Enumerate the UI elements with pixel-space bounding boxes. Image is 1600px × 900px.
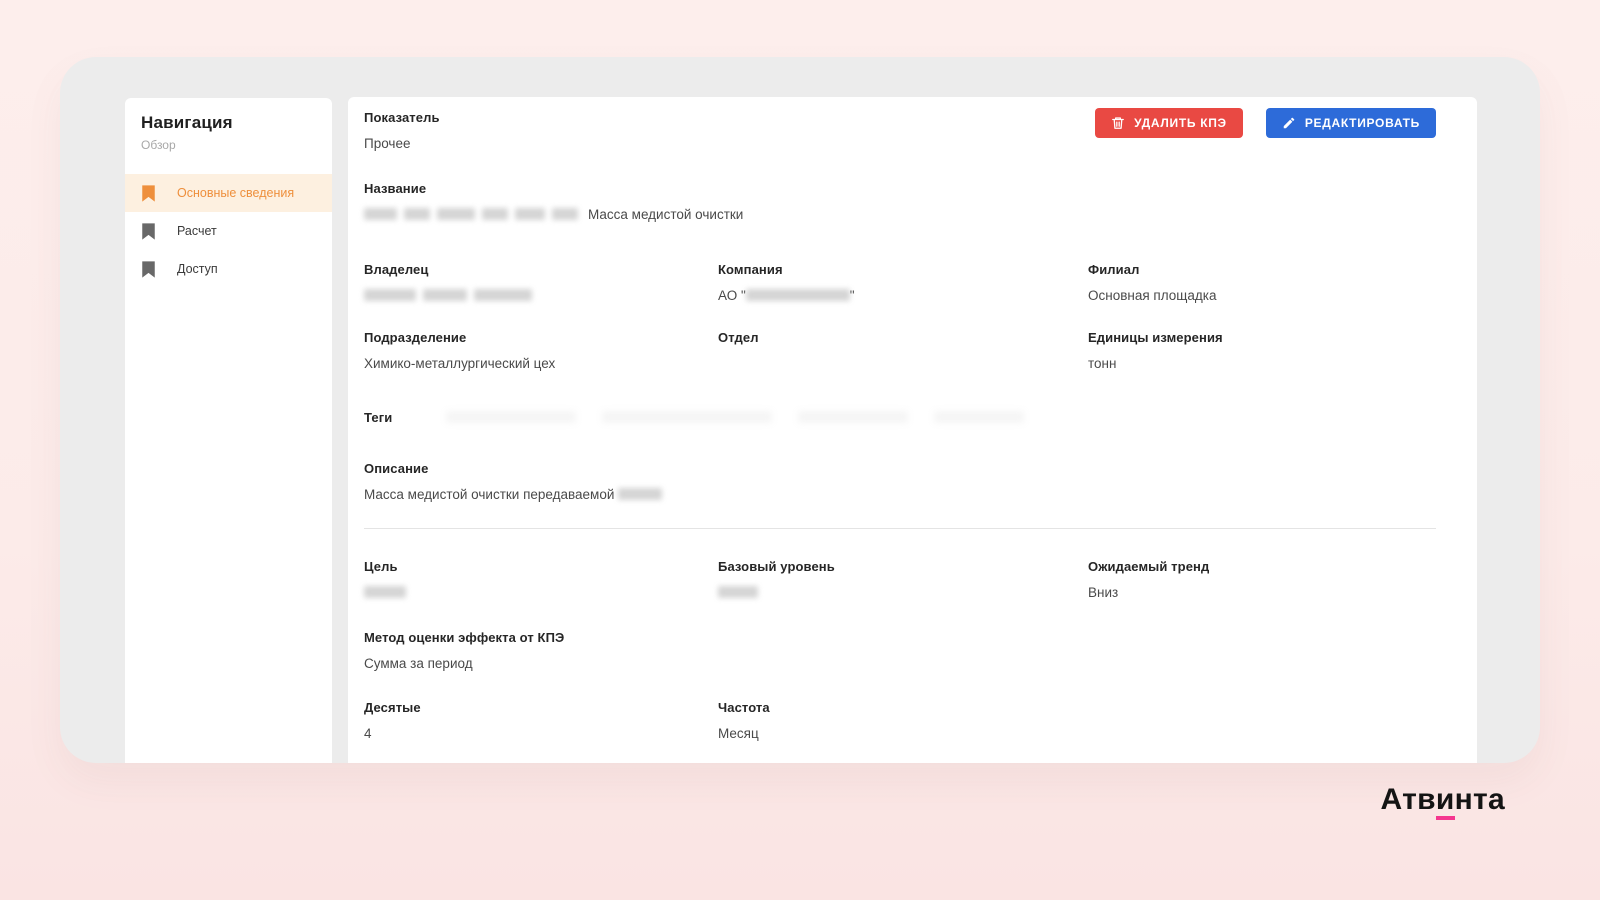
field-label: Отдел — [718, 330, 759, 345]
field-owner: Владелец — [364, 262, 718, 305]
field-value: Прочее — [364, 136, 411, 151]
field-label: Цель — [364, 559, 398, 574]
bookmark-icon — [142, 260, 155, 278]
name-visible-text: Масса медистой очистки — [588, 207, 744, 222]
sidebar-item-label: Доступ — [177, 262, 218, 276]
sidebar-nav: Основные сведения Расчет Доступ — [125, 174, 332, 288]
field-label: Показатель — [364, 110, 440, 125]
field-row-division-dept-units: Подразделение Химико-металлургический це… — [364, 330, 1436, 373]
field-indicator: Показатель Прочее — [364, 110, 1436, 153]
sidebar-item-calculation[interactable]: Расчет — [125, 212, 332, 250]
field-label: Компания — [718, 262, 783, 277]
field-value: 4 — [364, 726, 372, 741]
redacted-company-name — [745, 289, 850, 301]
field-label: Описание — [364, 461, 429, 476]
toolbar: УДАЛИТЬ КПЭ РЕДАКТИРОВАТЬ — [1095, 108, 1436, 138]
field-label: Название — [364, 181, 427, 196]
field-goal: Цель — [364, 559, 718, 602]
field-company: Компания АО " " — [718, 262, 1088, 305]
field-label: Подразделение — [364, 330, 467, 345]
field-label: Ожидаемый тренд — [1088, 559, 1210, 574]
pencil-icon — [1283, 117, 1295, 129]
bookmark-icon — [142, 184, 155, 202]
field-value: тонн — [1088, 356, 1117, 371]
company-prefix: АО " — [718, 288, 746, 303]
atvinta-logo: Атвинта — [1380, 783, 1505, 820]
sidebar-item-label: Расчет — [177, 224, 217, 238]
trash-icon — [1112, 117, 1124, 129]
redacted-value — [718, 585, 758, 600]
field-department: Отдел — [718, 330, 1088, 373]
field-label: Филиал — [1088, 262, 1140, 277]
company-suffix: " — [849, 288, 855, 303]
field-units: Единицы измерения тонн — [1088, 330, 1436, 373]
field-value: Масса медистой очистки — [364, 207, 743, 222]
field-label: Частота — [718, 700, 770, 715]
section-divider — [364, 528, 1436, 529]
field-name: Название Масса медистой очистки — [364, 181, 1436, 224]
redacted-code — [364, 208, 578, 220]
sidebar-subtitle: Обзор — [141, 138, 176, 152]
field-value: АО " " — [718, 288, 855, 303]
edit-label: РЕДАКТИРОВАТЬ — [1304, 116, 1420, 130]
edit-button[interactable]: РЕДАКТИРОВАТЬ — [1265, 108, 1436, 138]
delete-kpi-label: УДАЛИТЬ КПЭ — [1134, 116, 1227, 130]
sidebar-item-main-info[interactable]: Основные сведения — [125, 174, 332, 212]
field-row-owner-company-branch: Владелец Компания АО " " Филиал Основная … — [364, 262, 1436, 305]
sidebar-item-label: Основные сведения — [177, 186, 295, 200]
field-label: Единицы измерения — [1088, 330, 1223, 345]
field-label: Десятые — [364, 700, 421, 715]
field-tags: Теги — [364, 410, 1436, 425]
field-row-goal-base-trend: Цель Базовый уровень Ожидаемый тренд Вни… — [364, 559, 1436, 602]
field-label: Владелец — [364, 262, 429, 277]
field-label: Теги — [364, 410, 393, 425]
field-method: Метод оценки эффекта от КПЭ Сумма за пер… — [364, 630, 1436, 673]
logo-underlined-letter: и — [1435, 783, 1455, 820]
field-branch: Филиал Основная площадка — [1088, 262, 1436, 305]
kpi-details-panel: УДАЛИТЬ КПЭ РЕДАКТИРОВАТЬ Показатель Про… — [348, 97, 1477, 763]
logo-text: нта — [1454, 783, 1505, 816]
field-value: Основная площадка — [1088, 288, 1217, 303]
redacted-tags — [446, 411, 1024, 423]
field-division: Подразделение Химико-металлургический це… — [364, 330, 718, 373]
logo-text: Атв — [1380, 783, 1436, 816]
sidebar-header: Навигация Обзор — [125, 98, 332, 165]
field-base-level: Базовый уровень — [718, 559, 1088, 602]
screenshot-frame: Навигация Обзор Основные сведения Расчет… — [60, 57, 1540, 763]
sidebar-item-access[interactable]: Доступ — [125, 250, 332, 288]
field-label: Метод оценки эффекта от КПЭ — [364, 630, 565, 645]
sidebar-title: Навигация — [141, 113, 233, 132]
redacted-value — [364, 288, 542, 303]
description-visible-text: Масса медистой очистки передаваемой — [364, 487, 615, 502]
navigation-sidebar: Навигация Обзор Основные сведения Расчет… — [125, 98, 332, 763]
field-label: Базовый уровень — [718, 559, 835, 574]
redacted-value — [364, 585, 406, 600]
field-value: Месяц — [718, 726, 759, 741]
field-description: Описание Масса медистой очистки передава… — [364, 461, 1436, 504]
field-decimals: Десятые 4 — [364, 700, 718, 743]
bookmark-icon — [142, 222, 155, 240]
field-value: Химико-металлургический цех — [364, 356, 556, 371]
field-value: Масса медистой очистки передаваемой — [364, 487, 663, 502]
field-frequency: Частота Месяц — [718, 700, 1088, 743]
delete-kpi-button[interactable]: УДАЛИТЬ КПЭ — [1095, 108, 1243, 138]
field-value: Сумма за период — [364, 656, 473, 671]
redacted-description-tail — [618, 488, 663, 500]
field-trend: Ожидаемый тренд Вниз — [1088, 559, 1436, 602]
field-value: Вниз — [1088, 585, 1119, 600]
field-row-decimals-frequency: Десятые 4 Частота Месяц — [364, 700, 1436, 743]
